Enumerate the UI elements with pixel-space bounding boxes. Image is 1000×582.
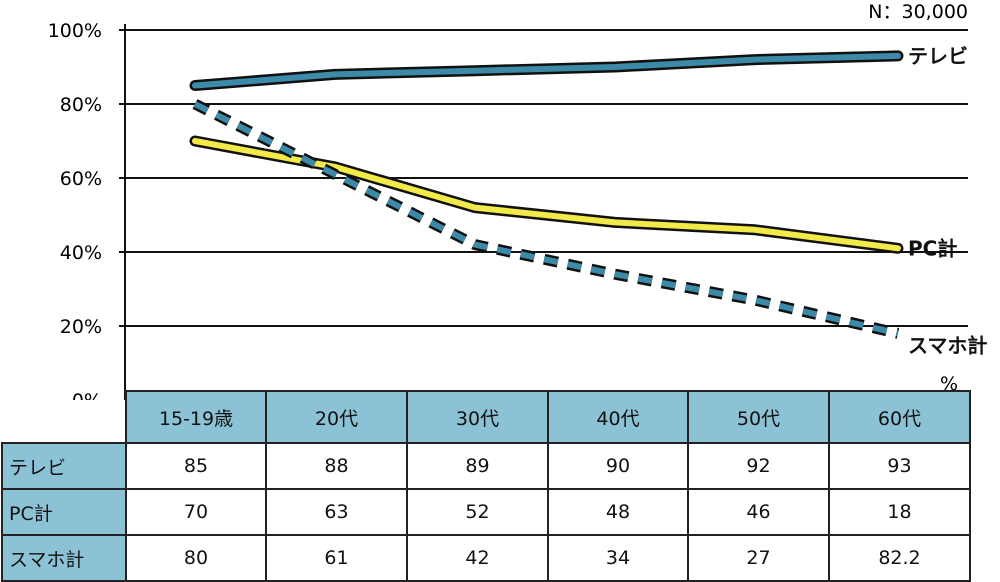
column-header: 60代 — [828, 390, 971, 444]
table-cell: 46 — [687, 488, 830, 536]
table-header-row: 15-19歳 20代 30代 40代 50代 60代 — [2, 390, 971, 444]
column-header: 50代 — [687, 390, 830, 444]
row-header: スマホ計 — [1, 534, 127, 582]
column-header: 40代 — [547, 390, 689, 444]
table-cell: 18 — [828, 488, 971, 536]
table-cell: 61 — [265, 534, 408, 582]
sample-size-label: N：30,000 — [868, 1, 968, 23]
table-corner — [2, 391, 126, 443]
column-header: 30代 — [406, 390, 549, 444]
series-label: テレビ — [908, 44, 968, 68]
y-tick-label: 0% — [72, 390, 102, 400]
table-cell: 89 — [406, 442, 549, 490]
gridlines — [119, 29, 968, 327]
row-header: PC計 — [1, 488, 127, 536]
data-table: 15-19歳 20代 30代 40代 50代 60代 テレビ 85 88 89 … — [1, 390, 971, 582]
axes: 0% 20% 40% 60% 80% 100% — [48, 20, 126, 400]
y-tick-label: 40% — [60, 242, 102, 264]
table-cell: 34 — [547, 534, 689, 582]
unit-label: % — [940, 373, 958, 395]
series-line — [192, 52, 901, 89]
table-cell: 93 — [828, 442, 971, 490]
table-row: スマホ計 80 61 42 34 27 82.2 — [1, 534, 971, 582]
table-cell: 27 — [687, 534, 830, 582]
table-cell: 52 — [406, 488, 549, 536]
y-tick-label: 100% — [48, 20, 102, 42]
table-row: テレビ 85 88 89 90 92 93 — [1, 442, 971, 490]
column-header: 15-19歳 — [125, 390, 267, 444]
series-line — [193, 101, 899, 337]
series-lines — [189, 50, 904, 339]
y-tick-label: 60% — [60, 168, 102, 190]
row-header: テレビ — [1, 442, 127, 490]
series-label: スマホ計 — [908, 333, 987, 357]
table-cell: 88 — [265, 442, 408, 490]
table-cell: 85 — [125, 442, 267, 490]
series-label: PC計 — [908, 236, 957, 260]
table-row: PC計 70 63 52 48 46 18 — [1, 488, 971, 536]
table-cell: 80 — [125, 534, 267, 582]
table-cell: 92 — [687, 442, 830, 490]
table-cell: 48 — [547, 488, 689, 536]
table-cell: 82.2 — [828, 534, 971, 582]
data-table-container: 15-19歳 20代 30代 40代 50代 60代 テレビ 85 88 89 … — [0, 390, 1000, 582]
table-cell: 63 — [265, 488, 408, 536]
y-tick-label: 20% — [60, 316, 102, 338]
table-cell: 90 — [547, 442, 689, 490]
table-cell: 70 — [125, 488, 267, 536]
table-cell: 42 — [406, 534, 549, 582]
y-tick-label: 80% — [60, 94, 102, 116]
column-header: 20代 — [265, 390, 408, 444]
